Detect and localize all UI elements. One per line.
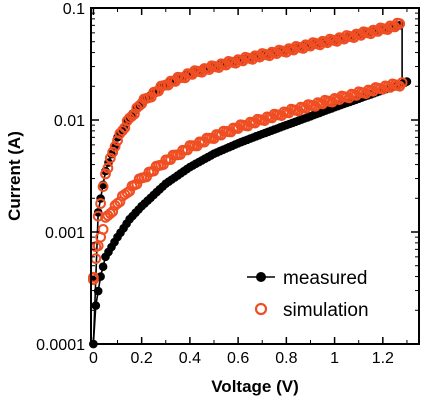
y-tick-label: 0.0001 bbox=[36, 337, 85, 354]
x-tick-label: 0.4 bbox=[179, 350, 201, 367]
simulation-point bbox=[133, 100, 145, 112]
simulation-point bbox=[97, 224, 109, 235]
x-tick-label: 0.2 bbox=[131, 350, 153, 367]
plot-frame bbox=[90, 7, 420, 345]
x-tick-label: 0 bbox=[89, 350, 98, 367]
simulation-point bbox=[117, 125, 128, 137]
simulation-point bbox=[129, 108, 140, 120]
x-tick-label: 1.2 bbox=[372, 350, 394, 367]
legend-simulation-marker bbox=[254, 302, 268, 316]
plot-area bbox=[88, 17, 412, 349]
simulation-point bbox=[100, 168, 111, 180]
measured-point bbox=[98, 262, 108, 272]
x-tick-label: 0.8 bbox=[275, 350, 297, 367]
simulation-point bbox=[95, 198, 106, 209]
simulation-point bbox=[109, 141, 121, 152]
simulation-point bbox=[97, 181, 109, 193]
simulation-point bbox=[114, 196, 126, 208]
x-tick-label: 1 bbox=[330, 350, 339, 367]
simulation-point bbox=[107, 146, 119, 158]
legend-measured-marker bbox=[256, 272, 266, 282]
legend-simulation-label: simulation bbox=[283, 300, 369, 321]
simulation-point bbox=[119, 122, 131, 134]
y-tick-label: 0.1 bbox=[63, 1, 85, 18]
y-tick-label: 0.001 bbox=[45, 225, 85, 242]
x-tick-label: 0.6 bbox=[227, 350, 249, 367]
measured-point bbox=[93, 286, 103, 296]
measured-point bbox=[91, 301, 101, 310]
simulation-point bbox=[126, 110, 138, 122]
simulation-point bbox=[104, 152, 116, 164]
series-simulation bbox=[88, 17, 408, 286]
simulation-point bbox=[394, 18, 406, 30]
simulation-point bbox=[102, 162, 114, 174]
simulation-point bbox=[88, 274, 99, 286]
y-tick-label: 0.01 bbox=[54, 113, 85, 130]
legend: measured simulation bbox=[247, 268, 369, 321]
x-axis-label: Voltage (V) bbox=[211, 377, 299, 396]
simulation-point bbox=[104, 208, 116, 219]
simulation-point bbox=[107, 206, 119, 217]
y-axis-label: Current (A) bbox=[5, 131, 24, 221]
simulation-point bbox=[396, 77, 408, 89]
axes: 0 0.2 0.4 0.6 0.8 1 1.2 0.0001 0.001 0.01 0.1 bbox=[36, 1, 420, 367]
legend-measured-label: measured bbox=[283, 268, 368, 289]
